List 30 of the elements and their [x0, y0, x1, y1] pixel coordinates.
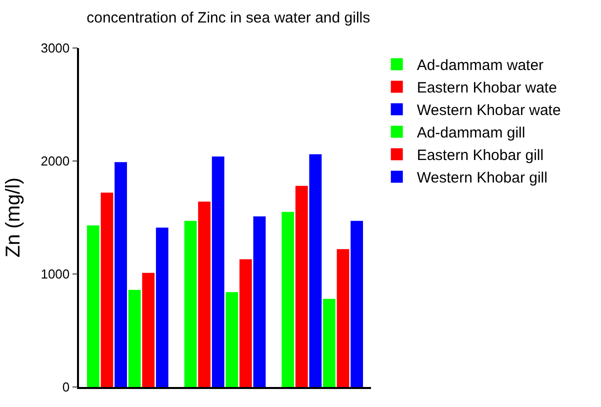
- y-tick-label: 2000: [40, 154, 70, 169]
- bar: [100, 192, 114, 387]
- bar: [350, 220, 364, 387]
- bar: [323, 298, 336, 387]
- bar: [336, 249, 350, 387]
- bar: [253, 216, 266, 387]
- legend-label: Western Khobar gill: [416, 170, 548, 187]
- bar: [198, 202, 211, 387]
- bar: [114, 162, 127, 387]
- y-axis-title: Zn (mg/l): [2, 178, 25, 258]
- legend-label: Western Khobar wate: [416, 102, 561, 120]
- bar: [142, 272, 155, 387]
- y-tick-label: 0: [62, 380, 70, 395]
- legend-label: Eastern Khobar gill: [416, 147, 544, 164]
- bar: [212, 156, 224, 387]
- y-tick-label: 1000: [40, 266, 70, 282]
- bar: [156, 228, 168, 387]
- bar: [309, 154, 322, 387]
- y-tick-label: 3000: [40, 40, 70, 56]
- bar: [128, 290, 141, 387]
- legend-label: Eastern Khobar wate: [416, 80, 557, 97]
- bar: [282, 212, 294, 387]
- chart-title: concentration of Zinc in sea water and gills: [86, 10, 370, 27]
- legend-label: Ad-dammam gill: [416, 124, 526, 142]
- bar: [239, 259, 252, 387]
- bar: [86, 225, 100, 387]
- bar: [226, 292, 238, 387]
- bar: [184, 220, 197, 387]
- legend-label: Ad-dammam water: [416, 57, 544, 74]
- bar: [295, 186, 308, 387]
